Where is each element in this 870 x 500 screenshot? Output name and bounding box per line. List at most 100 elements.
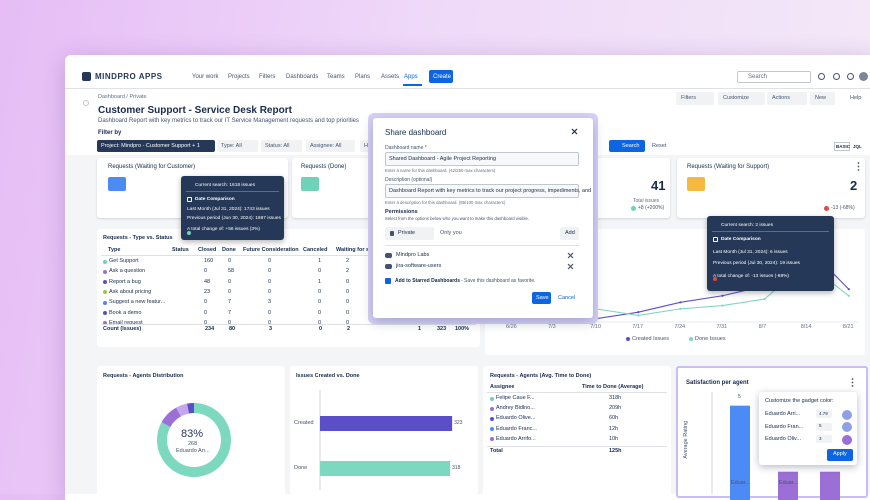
page-title: Customer Support - Service Desk Report <box>98 105 292 116</box>
donut-slice <box>187 403 194 414</box>
sidebar-toggle[interactable] <box>83 100 89 106</box>
search-placeholder: Search <box>748 74 768 80</box>
row-dot <box>103 290 107 295</box>
mode-label[interactable]: BASIC <box>836 143 851 149</box>
toolbar-button[interactable] <box>810 92 835 105</box>
star-checkbox[interactable] <box>385 278 391 284</box>
nav-item[interactable]: Filters <box>259 74 276 80</box>
avatar[interactable] <box>859 72 868 81</box>
value-label: 323 <box>454 420 463 426</box>
cell: 0 <box>346 299 350 306</box>
search-button[interactable] <box>609 140 645 152</box>
filter-chip[interactable] <box>306 140 355 152</box>
x-tick-label: 8/7 <box>758 324 767 330</box>
select-value[interactable]: Private <box>398 230 416 236</box>
nav-item[interactable]: Assets <box>381 74 400 80</box>
apply-label[interactable]: Apply <box>833 451 847 457</box>
category-label: Eduar... <box>731 480 750 486</box>
name-input[interactable] <box>385 152 579 166</box>
search-button-label[interactable]: Search <box>622 142 640 149</box>
input-value[interactable]: Shared Dashboard - Agile Project Reporti… <box>389 155 497 162</box>
row-dot <box>490 427 494 432</box>
filter-chip[interactable] <box>261 140 302 152</box>
nav-item[interactable]: Apps <box>404 74 418 80</box>
card <box>677 158 865 218</box>
cancel-button[interactable]: Cancel <box>558 294 576 301</box>
nav-icon[interactable] <box>833 73 840 80</box>
color-swatch[interactable] <box>842 434 852 445</box>
toolbar-button[interactable] <box>718 92 765 105</box>
filter-chip-label[interactable]: Status: All <box>265 142 290 149</box>
cell: 1 <box>318 278 322 285</box>
field-help: Enter a description for this dashboard. … <box>385 200 506 205</box>
toolbar-label[interactable]: Customize <box>723 95 749 101</box>
change-dot <box>631 206 636 211</box>
nav-icon[interactable] <box>847 73 854 80</box>
create-label[interactable]: Create <box>433 74 452 80</box>
panel <box>483 366 671 496</box>
filter-chip-label[interactable]: Assignee: All <box>310 142 342 149</box>
nav-item[interactable]: Plans <box>355 74 371 80</box>
cell: 160 <box>204 258 214 264</box>
logo <box>82 72 91 81</box>
tooltip-line: Current search: 2 issues <box>721 223 773 228</box>
dot <box>851 385 854 387</box>
nav-item[interactable]: Your work <box>192 74 219 80</box>
color-swatch[interactable] <box>842 422 852 432</box>
cell: 0 <box>346 278 350 285</box>
add-label[interactable]: Add <box>565 230 575 236</box>
toolbar-button[interactable] <box>767 92 807 105</box>
apply-button[interactable] <box>827 449 853 461</box>
bar <box>320 416 453 431</box>
filter-chip-label[interactable]: Hi <box>364 142 370 149</box>
filter-chip-label[interactable]: Type: All <box>221 142 242 149</box>
popup-title: Customize the gadget color: <box>765 398 834 404</box>
input-value[interactable]: Dashboard Report with key metrics to tra… <box>389 187 592 194</box>
panel-title: Requests - Agents (Avg. Time to Done) <box>490 373 592 379</box>
toolbar-label[interactable]: Help <box>850 95 862 101</box>
nav-icon[interactable] <box>818 73 825 80</box>
mode-label[interactable]: JQL <box>853 143 862 149</box>
toolbar-label[interactable]: Filters <box>681 95 696 101</box>
color-swatch[interactable] <box>842 409 852 420</box>
donut-center-value: 83% <box>181 428 204 440</box>
row-dot <box>103 321 107 326</box>
add-button[interactable] <box>560 227 579 240</box>
cell: 0 <box>228 278 232 285</box>
tooltip <box>707 216 834 291</box>
cell: Eduardo Franc... <box>496 425 537 432</box>
modal-title: Share dashboard <box>385 128 447 137</box>
toolbar-label[interactable]: Actions <box>772 95 791 101</box>
filter-chip[interactable] <box>217 140 258 152</box>
filter-chip[interactable] <box>97 140 215 152</box>
field-label: Description (optional) <box>385 177 433 183</box>
mode-toggle[interactable] <box>834 142 850 151</box>
nav-item[interactable]: Teams <box>327 74 345 80</box>
cell: Felipe Caue F... <box>496 395 535 401</box>
nav-item[interactable]: Projects <box>228 74 250 80</box>
popup-value-chip <box>816 435 832 443</box>
x-tick-label: 8/21 <box>842 324 854 330</box>
description-input[interactable] <box>385 184 579 198</box>
cell: Andrey Bidlno... <box>496 405 535 412</box>
search-box[interactable] <box>737 71 811 83</box>
create-button[interactable] <box>429 70 453 83</box>
cell: 0 <box>204 309 208 316</box>
toolbar-label[interactable]: New <box>815 95 827 101</box>
popup-row-label: Eduardo Oliv... <box>765 436 801 442</box>
toolbar-button[interactable] <box>676 92 714 105</box>
dot <box>857 169 860 171</box>
filter-chip-label[interactable]: Project: Mindpro - Customer Support + 1 <box>101 142 200 149</box>
cell: Eduardo Olive... <box>496 415 536 422</box>
column-header: Status <box>172 247 189 253</box>
column-header: Assignee <box>490 384 515 390</box>
dot <box>857 165 860 168</box>
save-button[interactable] <box>532 292 551 304</box>
close-icon <box>571 128 578 135</box>
reset-link[interactable]: Reset <box>652 142 667 149</box>
save-label[interactable]: Save <box>536 294 549 301</box>
nav-item[interactable]: Dashboards <box>286 74 319 80</box>
popup-row-value: 5 <box>819 423 822 429</box>
toolbar-button[interactable] <box>845 92 867 105</box>
visibility-select[interactable] <box>385 227 434 240</box>
